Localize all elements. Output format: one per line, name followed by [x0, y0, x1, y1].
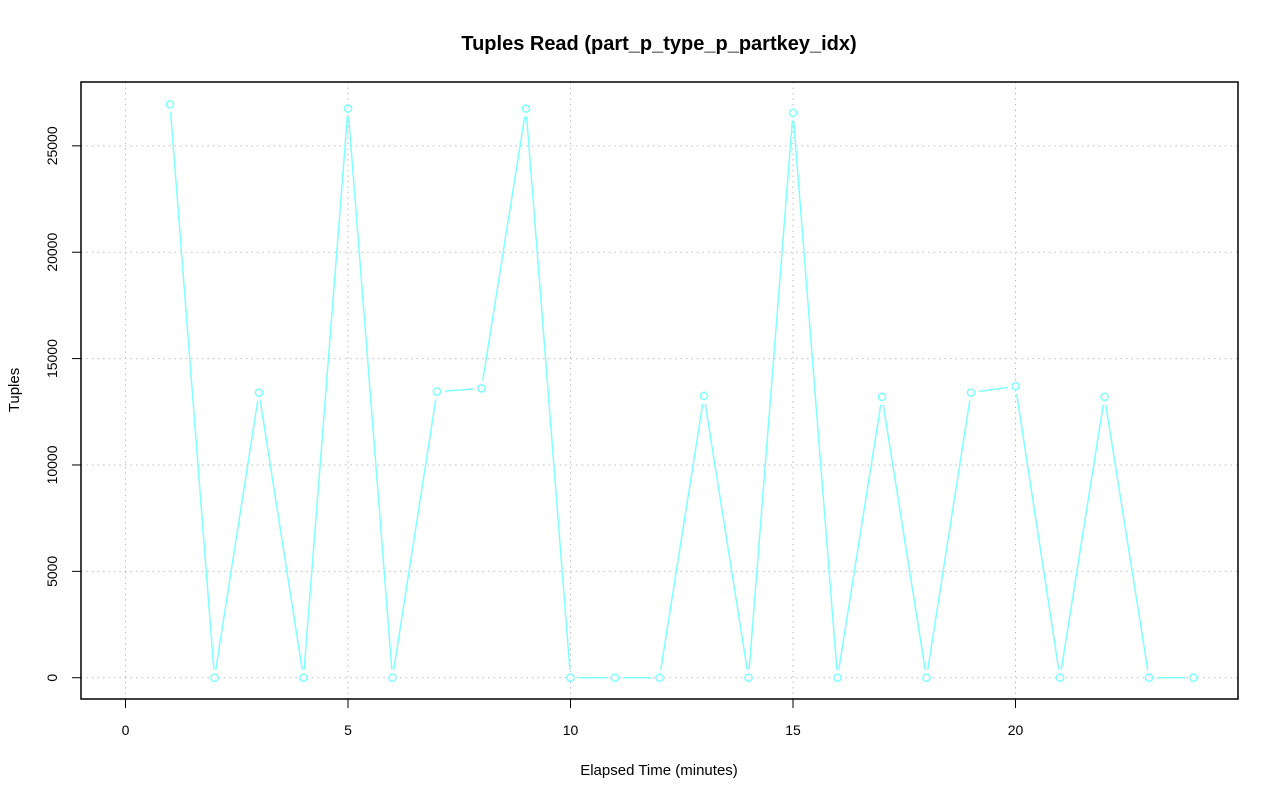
x-tick-label: 15	[785, 722, 801, 738]
data-point	[165, 99, 175, 109]
data-point	[1055, 673, 1065, 683]
data-point	[210, 673, 219, 683]
y-tick-label: 20000	[44, 233, 60, 272]
data-point	[744, 673, 753, 683]
series-segment	[1060, 404, 1104, 670]
data-point	[922, 673, 931, 683]
x-tick-label: 10	[563, 722, 579, 738]
data-point	[1189, 673, 1198, 683]
data-point	[432, 387, 442, 396]
series-segment	[525, 116, 571, 670]
series-segment	[392, 399, 437, 670]
series-segment	[303, 116, 349, 670]
series-segment	[259, 400, 304, 670]
y-tick-label: 5000	[44, 556, 60, 587]
series-segment	[660, 403, 704, 670]
data-point	[521, 104, 531, 113]
data-point	[388, 673, 397, 683]
series-tuples	[165, 99, 1198, 683]
data-point	[877, 392, 887, 402]
grid-lines	[81, 82, 1238, 699]
series-segment	[482, 116, 526, 381]
x-tick-label: 5	[344, 722, 352, 738]
series-segment	[444, 388, 474, 392]
y-tick-label: 15000	[44, 339, 60, 378]
data-point	[343, 104, 353, 113]
y-tick-label: 25000	[44, 126, 60, 165]
y-axis: 0 5000 10000 15000 20000 25000	[44, 126, 82, 682]
data-point	[299, 673, 308, 683]
series-segment	[169, 112, 215, 670]
y-tick-label: 0	[44, 674, 60, 682]
data-point	[833, 673, 842, 683]
data-point	[788, 108, 798, 118]
data-point	[477, 384, 486, 393]
series-segment	[926, 400, 971, 670]
series-segment	[347, 116, 393, 670]
data-point	[254, 388, 264, 397]
x-axis: 0 5 10 15 20	[122, 698, 1024, 738]
plot-frame	[80, 81, 1239, 700]
series-segment	[978, 386, 1008, 393]
data-point	[966, 388, 976, 397]
series-segment	[1015, 394, 1060, 670]
series-segment	[1105, 404, 1149, 670]
series-segment	[704, 403, 748, 670]
series-segment	[214, 400, 259, 670]
series-segment	[882, 404, 926, 670]
data-point	[1011, 381, 1020, 391]
data-point	[1144, 673, 1154, 683]
data-point	[566, 673, 575, 683]
series-segment	[838, 404, 882, 670]
data-point	[655, 673, 664, 683]
chart-title: Tuples Read (part_p_type_p_partkey_idx)	[461, 33, 856, 55]
y-axis-label: Tuples	[6, 368, 23, 412]
data-point	[1100, 392, 1109, 402]
x-tick-label: 20	[1008, 722, 1024, 738]
series-segment	[792, 120, 838, 670]
series-segment	[748, 120, 794, 670]
x-axis-label: Elapsed Time (minutes)	[580, 762, 738, 779]
data-point	[699, 391, 709, 401]
data-point	[610, 673, 620, 683]
y-tick-label: 10000	[44, 445, 60, 484]
x-tick-label: 0	[122, 722, 130, 738]
